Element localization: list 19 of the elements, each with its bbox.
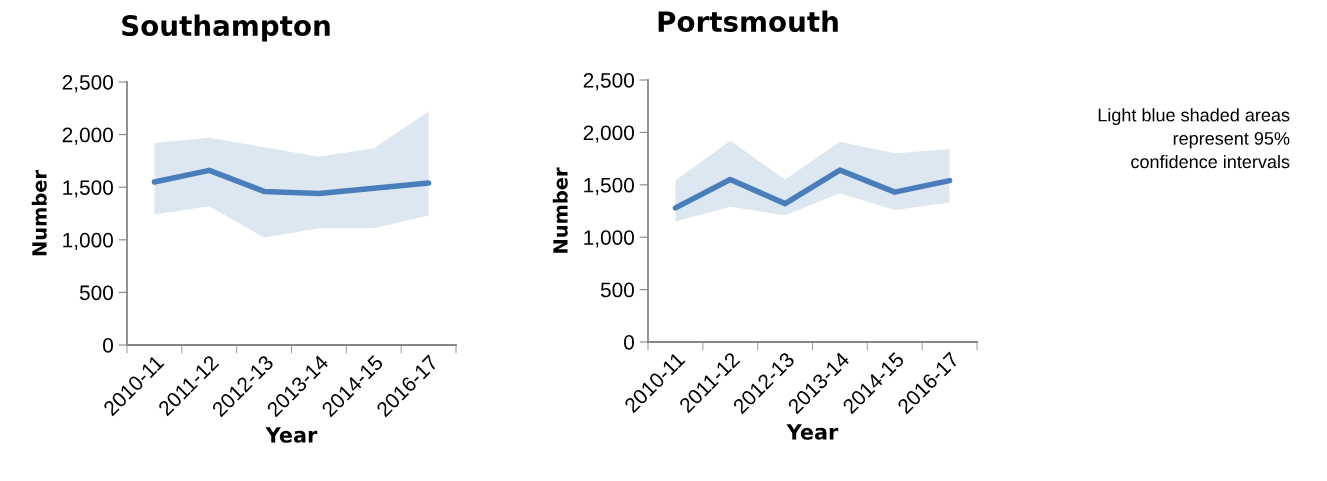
y-tick-label: 2,000 bbox=[583, 125, 634, 143]
y-tick-label: 2,500 bbox=[62, 75, 113, 93]
y-tick-label: 1,000 bbox=[584, 230, 634, 248]
chart-title: Portsmouth bbox=[658, 10, 838, 33]
y-tick-label: 1,500 bbox=[584, 177, 634, 196]
y-tick-label: 2,500 bbox=[583, 73, 634, 91]
y-tick-label: 0 bbox=[103, 338, 113, 353]
y-tick-label: 500 bbox=[600, 282, 634, 298]
y-axis-title: Number bbox=[552, 167, 568, 253]
text: Light blue shaded areas represent 95% confidence intervals bbox=[1098, 108, 1290, 169]
y-tick-label: 0 bbox=[624, 335, 634, 350]
y-tick-label: 2,000 bbox=[62, 127, 113, 145]
y-tick-label: 1,500 bbox=[63, 180, 113, 198]
y-tick-label: 500 bbox=[79, 285, 113, 301]
y-axis-title: Number bbox=[31, 170, 47, 256]
chart-title: Southampton bbox=[122, 14, 330, 42]
x-axis-title: Year bbox=[265, 427, 318, 443]
x-axis-title: Year bbox=[786, 424, 839, 440]
y-tick-label: 1,000 bbox=[63, 232, 113, 251]
